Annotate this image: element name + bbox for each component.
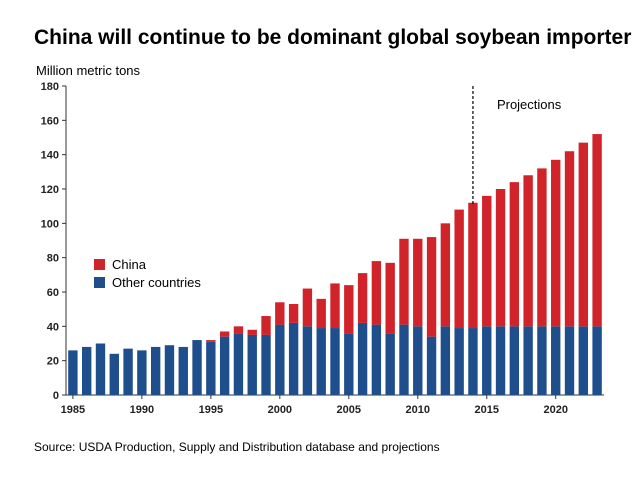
bar-china: [495, 189, 506, 327]
bar-china: [261, 316, 271, 335]
bar-other-countries: [288, 322, 299, 395]
bar-other-countries: [523, 326, 533, 395]
bar-other-countries: [371, 324, 382, 395]
bar-other-countries: [344, 333, 354, 395]
bar-other-countries: [385, 333, 395, 395]
chart-title: China will continue to be dominant globa…: [34, 26, 632, 49]
x-tick-label: 1985: [61, 404, 85, 416]
bar-china: [371, 261, 382, 325]
bar-other-countries: [330, 328, 340, 395]
y-tick-label: 40: [47, 321, 59, 333]
bar-other-countries: [302, 326, 313, 395]
y-axis-label: Million metric tons: [36, 63, 141, 78]
legend-label-china: China: [112, 257, 147, 272]
bar-other-countries: [413, 326, 423, 395]
bar-other-countries: [137, 350, 147, 395]
bar-china: [509, 182, 520, 327]
bar-other-countries: [399, 324, 409, 395]
bar-other-countries: [164, 345, 175, 395]
bar-other-countries: [495, 326, 506, 395]
bar-other-countries: [82, 346, 92, 395]
bar-other-countries: [482, 326, 492, 395]
bar-other-countries: [578, 326, 588, 395]
bar-other-countries: [537, 326, 547, 395]
x-tick-label: 2000: [268, 404, 292, 416]
bar-other-countries: [275, 324, 285, 395]
legend-swatch-china: [94, 259, 105, 270]
bar-china: [440, 223, 451, 327]
bar-other-countries: [564, 326, 575, 395]
bar-other-countries: [95, 343, 106, 395]
bar-china: [413, 238, 423, 327]
bar-other-countries: [509, 326, 520, 395]
bar-other-countries: [192, 340, 202, 395]
bar-china: [551, 159, 561, 327]
bar-other-countries: [178, 346, 188, 395]
x-tick-label: 2005: [337, 404, 361, 416]
bar-other-countries: [123, 348, 133, 395]
legend-swatch-other-countries: [94, 277, 105, 288]
x-tick-label: 2015: [475, 404, 499, 416]
bar-china: [330, 283, 340, 329]
bar-other-countries: [109, 353, 119, 395]
bar-other-countries: [68, 350, 78, 395]
bar-china: [385, 262, 395, 334]
bar-china: [233, 326, 244, 334]
y-tick-label: 0: [53, 390, 59, 402]
bar-china: [302, 288, 313, 327]
bar-china: [357, 273, 368, 323]
bar-china: [454, 209, 464, 329]
bar-other-countries: [426, 336, 437, 395]
bar-other-countries: [316, 328, 326, 395]
bar-other-countries: [592, 326, 602, 395]
y-tick-label: 160: [41, 115, 59, 127]
bar-china: [219, 331, 230, 337]
bar-china: [468, 202, 478, 329]
bar-other-countries: [219, 336, 230, 395]
bar-other-countries: [468, 328, 478, 395]
bar-other-countries: [440, 326, 451, 395]
y-tick-label: 140: [41, 150, 59, 162]
x-tick-label: 1995: [199, 404, 223, 416]
bar-china: [592, 134, 602, 327]
bar-china: [247, 329, 257, 335]
bar-china: [564, 151, 575, 327]
bar-china: [537, 168, 547, 327]
bar-china: [206, 340, 216, 342]
y-tick-label: 80: [47, 253, 59, 265]
x-tick-label: 2010: [406, 404, 430, 416]
legend-label-other-countries: Other countries: [112, 275, 201, 290]
x-tick-label: 2020: [543, 404, 567, 416]
bar-other-countries: [247, 334, 257, 395]
y-tick-label: 180: [41, 81, 59, 93]
bar-china: [344, 285, 354, 334]
y-tick-label: 120: [41, 184, 59, 196]
y-tick-label: 20: [47, 356, 59, 368]
bar-other-countries: [261, 334, 271, 395]
bar-other-countries: [357, 322, 368, 395]
bar-china: [316, 298, 326, 329]
x-tick-label: 1990: [130, 404, 154, 416]
bar-china: [399, 238, 409, 325]
projections-label: Projections: [497, 97, 562, 112]
bar-china: [426, 237, 437, 337]
bar-other-countries: [454, 328, 464, 395]
y-tick-label: 60: [47, 287, 59, 299]
bar-china: [275, 302, 285, 325]
y-tick-label: 100: [41, 218, 59, 230]
bar-china: [482, 195, 492, 327]
bar-china: [288, 304, 299, 323]
bar-other-countries: [150, 346, 161, 395]
source-note: Source: USDA Production, Supply and Dist…: [34, 440, 440, 454]
bar-other-countries: [551, 326, 561, 395]
bar-other-countries: [206, 341, 216, 395]
bar-china: [578, 142, 588, 327]
bar-other-countries: [233, 333, 244, 395]
bar-china: [523, 175, 533, 327]
